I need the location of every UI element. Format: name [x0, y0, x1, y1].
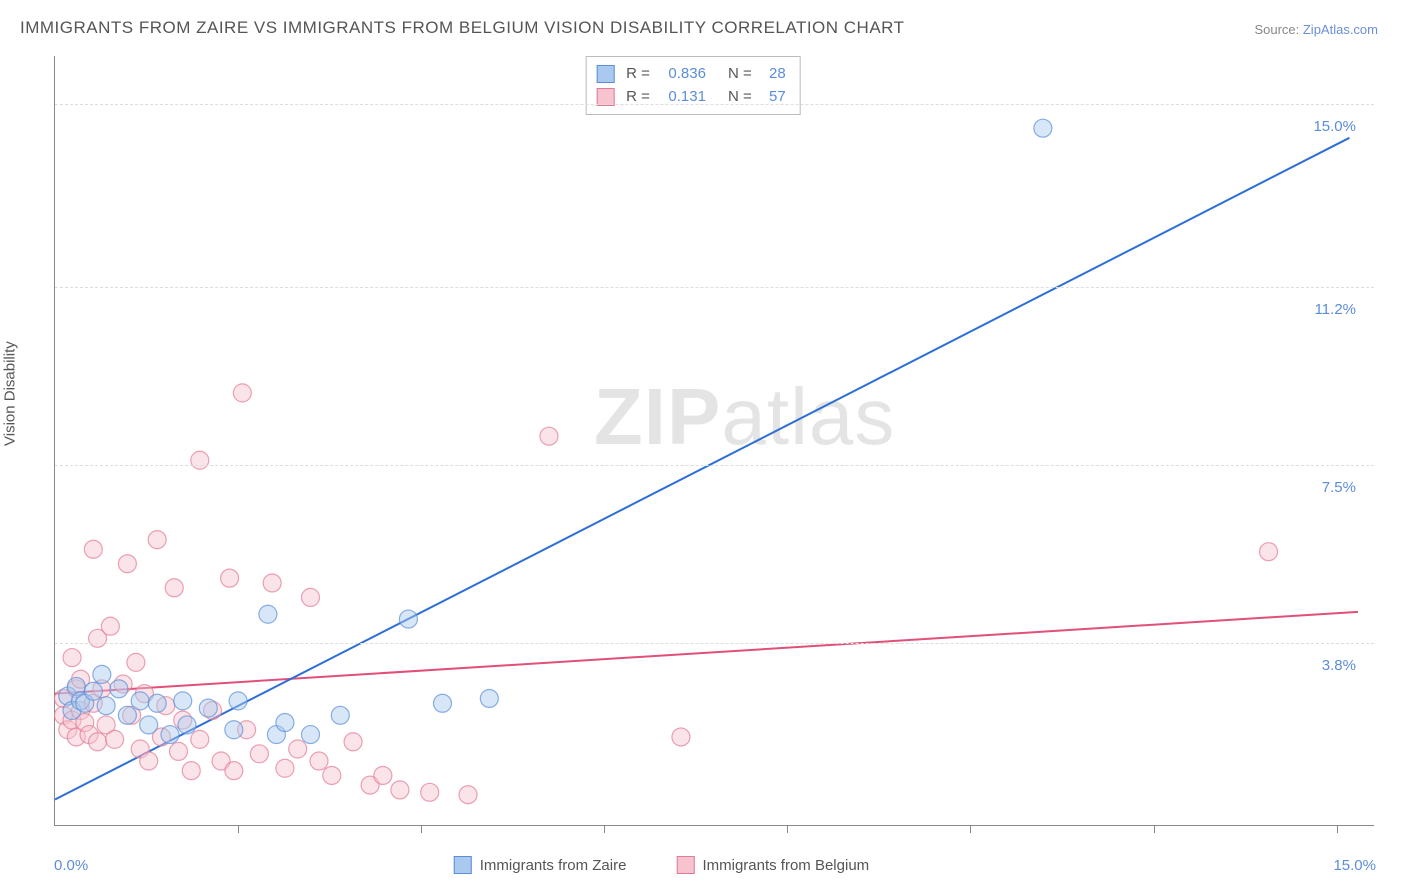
stats-r-value-1: 0.836 [658, 63, 706, 86]
stats-n-label: N = [728, 63, 752, 86]
source-link[interactable]: ZipAtlas.com [1303, 22, 1378, 37]
source-label: Source: [1254, 22, 1302, 37]
y-axis-label: Vision Disability [2, 341, 19, 446]
chart-title: IMMIGRANTS FROM ZAIRE VS IMMIGRANTS FROM… [20, 18, 905, 38]
gridline [55, 643, 1374, 644]
x-tick [421, 825, 422, 833]
x-axis-min-label: 0.0% [54, 857, 88, 874]
source-attribution: Source: ZipAtlas.com [1254, 22, 1378, 37]
x-tick [787, 825, 788, 833]
x-tick [1337, 825, 1338, 833]
legend-label-2: Immigrants from Belgium [702, 857, 869, 874]
y-tick-label: 3.8% [1322, 657, 1356, 674]
x-tick [238, 825, 239, 833]
y-tick-label: 11.2% [1315, 301, 1356, 318]
x-axis-max-label: 15.0% [1333, 857, 1376, 874]
x-tick [1154, 825, 1155, 833]
plot-area: ZIPatlas R = 0.836 N = 28 R = 0.131 N = … [54, 56, 1374, 826]
gridline [55, 287, 1374, 288]
stats-swatch-2 [596, 88, 614, 106]
legend-item-2: Immigrants from Belgium [676, 856, 869, 874]
x-tick [604, 825, 605, 833]
stats-legend-box: R = 0.836 N = 28 R = 0.131 N = 57 [585, 56, 801, 115]
gridline [55, 465, 1374, 466]
y-tick-label: 15.0% [1313, 118, 1356, 135]
legend-label-1: Immigrants from Zaire [480, 857, 627, 874]
y-tick-label: 7.5% [1322, 479, 1356, 496]
bottom-legend: Immigrants from Zaire Immigrants from Be… [454, 856, 869, 874]
legend-swatch-1 [454, 856, 472, 874]
stats-row-1: R = 0.836 N = 28 [596, 63, 786, 86]
stats-r-label: R = [626, 63, 650, 86]
x-tick [970, 825, 971, 833]
gridline [55, 104, 1374, 105]
plot-svg [55, 56, 1374, 825]
legend-item-1: Immigrants from Zaire [454, 856, 627, 874]
stats-n-value-1: 28 [760, 63, 786, 86]
legend-swatch-2 [676, 856, 694, 874]
stats-swatch-1 [596, 65, 614, 83]
